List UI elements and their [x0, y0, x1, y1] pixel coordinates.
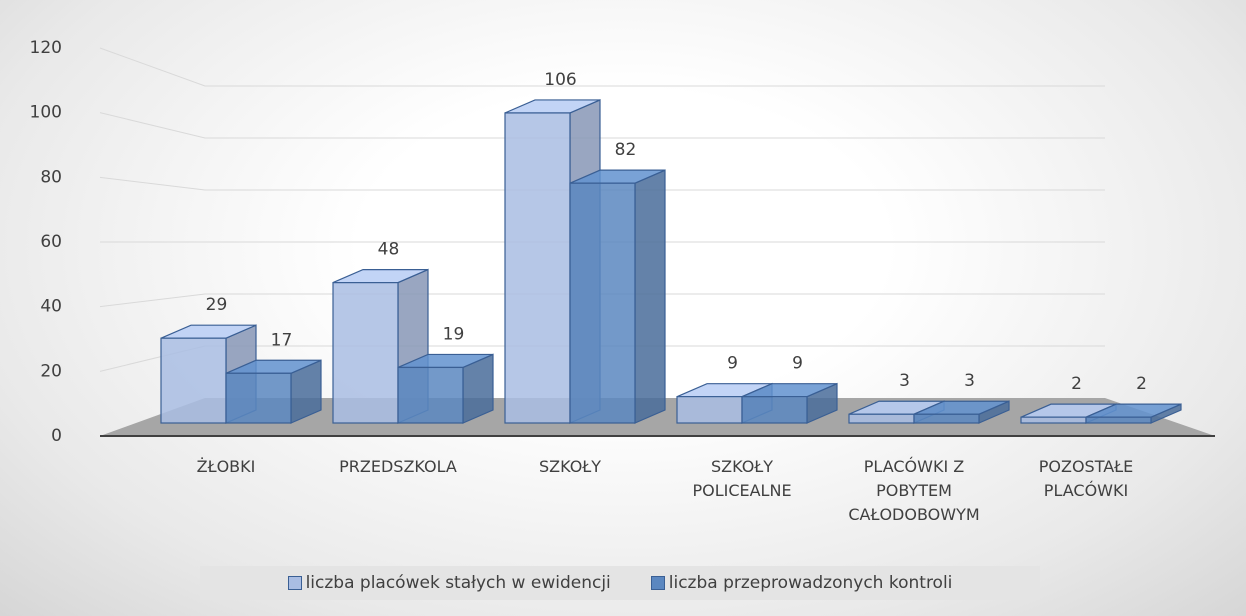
data-label: 29: [206, 295, 228, 315]
bar: [160, 337, 227, 424]
y-tick-label: 120: [30, 38, 62, 58]
bar: [1085, 416, 1152, 424]
bar: [225, 372, 292, 424]
legend-label: liczba placówek stałych w ewidencji: [305, 573, 611, 593]
grid-line: [99, 293, 1105, 308]
x-tick-label: SZKOŁY: [538, 457, 602, 476]
bar: [848, 413, 915, 424]
bar: [913, 413, 980, 424]
y-tick-label: 80: [40, 167, 62, 187]
y-tick-label: 60: [40, 232, 62, 252]
data-label: 19: [443, 324, 465, 344]
bar: [332, 282, 399, 424]
data-label: 9: [727, 354, 738, 374]
data-label: 48: [378, 240, 400, 260]
grid-line: [99, 112, 1105, 139]
data-label: 3: [899, 371, 910, 391]
x-tick-label: ŻŁOBKI: [196, 457, 256, 476]
x-tick-label: PLACÓWKI Z POBYTEM CAŁODOBOWYM: [848, 457, 980, 524]
data-label: 82: [615, 140, 637, 160]
grid-line: [99, 47, 1105, 87]
x-tick-label: PRZEDSZKOLA: [339, 457, 457, 476]
legend-swatch: [287, 576, 302, 590]
data-label: 17: [271, 330, 293, 350]
bar-side: [634, 169, 666, 424]
bar: [1020, 416, 1087, 424]
legend-label: liczba przeprowadzonych kontroli: [668, 573, 953, 593]
y-tick-label: 20: [40, 361, 62, 381]
bar: [569, 182, 636, 424]
data-label: 2: [1136, 374, 1147, 394]
data-label: 2: [1071, 374, 1082, 394]
bar: [397, 366, 464, 424]
legend: liczba placówek stałych w ewidencji liczb…: [200, 566, 1040, 600]
grid-line: [99, 176, 1105, 191]
legend-item: liczba placówek stałych w ewidencji: [287, 573, 611, 593]
legend-swatch: [650, 576, 665, 590]
data-label: 106: [544, 70, 576, 90]
bar: [676, 396, 743, 424]
bar: [504, 112, 571, 424]
data-label: 3: [964, 371, 975, 391]
y-tick-label: 0: [51, 426, 62, 446]
data-label: 9: [792, 354, 803, 374]
legend-item: liczba przeprowadzonych kontroli: [650, 573, 953, 593]
x-tick-label: POZOSTAŁE PLACÓWKI: [1038, 457, 1134, 500]
x-tick-label: SZKOŁY POLICEALNE: [692, 457, 792, 500]
y-tick-label: 40: [40, 297, 62, 317]
bar: [741, 396, 808, 424]
y-tick-label: 100: [30, 103, 62, 123]
